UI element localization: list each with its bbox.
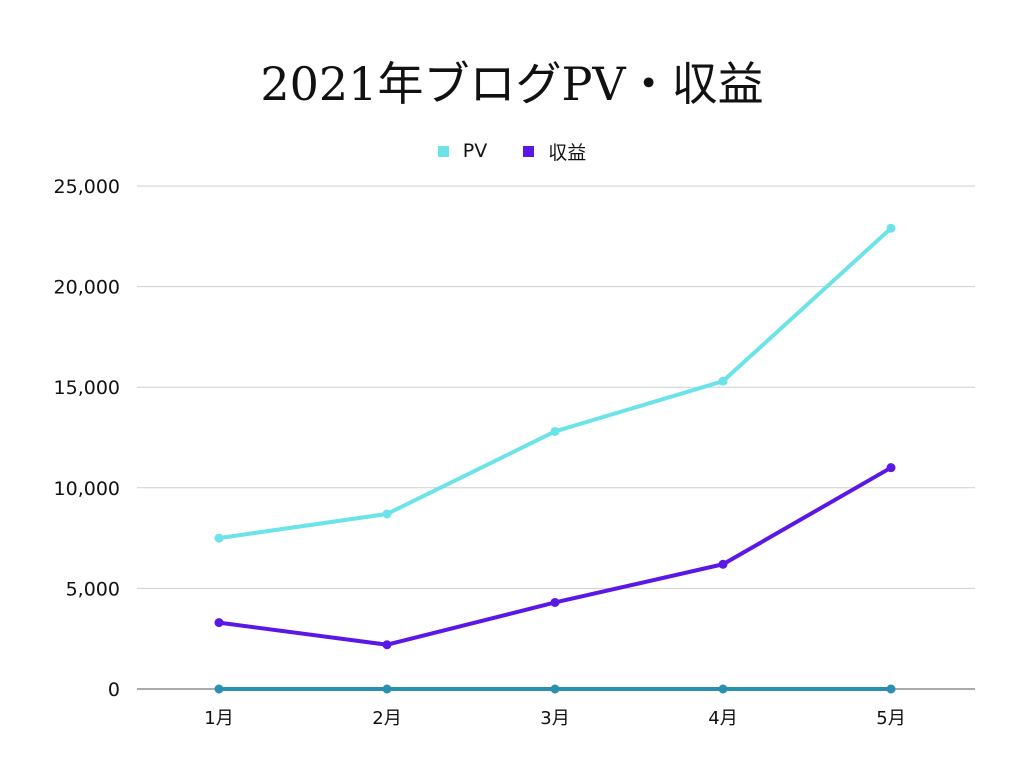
data-point-0	[886, 223, 896, 233]
data-point-2	[214, 684, 224, 694]
chart-legend: PV 収益	[0, 138, 1024, 164]
data-point-1	[718, 559, 728, 569]
x-tick-label: 4月	[708, 708, 737, 729]
legend-swatch-pv	[437, 145, 449, 157]
series-line-0	[217, 226, 893, 541]
legend-swatch-revenue	[523, 145, 535, 157]
series-line-1	[217, 465, 893, 647]
data-point-0	[550, 426, 560, 436]
data-point-0	[214, 533, 224, 543]
y-tick-label: 15,000	[54, 377, 120, 399]
data-point-1	[550, 597, 560, 607]
data-point-0	[382, 509, 392, 519]
data-point-1	[214, 618, 224, 628]
legend-label-revenue: 収益	[548, 141, 587, 164]
data-point-2	[382, 684, 392, 694]
data-point-2	[718, 684, 728, 694]
x-tick-label: 1月	[204, 708, 233, 729]
x-tick-label: 5月	[876, 708, 905, 729]
y-tick-label: 0	[108, 679, 120, 701]
legend-label-pv: PV	[462, 140, 488, 162]
y-tick-label: 10,000	[54, 478, 120, 500]
y-tick-label: 20,000	[54, 277, 120, 299]
data-point-1	[382, 640, 392, 650]
data-point-2	[550, 684, 560, 694]
y-tick-label: 5,000	[66, 578, 120, 600]
x-tick-label: 2月	[372, 708, 401, 729]
x-tick-label: 3月	[540, 708, 569, 729]
chart-title: 2021年ブログPV・収益	[260, 57, 764, 111]
legend-item-revenue[interactable]: 収益	[523, 138, 586, 165]
data-point-2	[886, 684, 896, 694]
data-point-1	[886, 463, 896, 473]
data-point-0	[718, 376, 728, 386]
y-tick-label: 25,000	[54, 176, 120, 198]
legend-item-pv[interactable]: PV	[437, 140, 488, 162]
